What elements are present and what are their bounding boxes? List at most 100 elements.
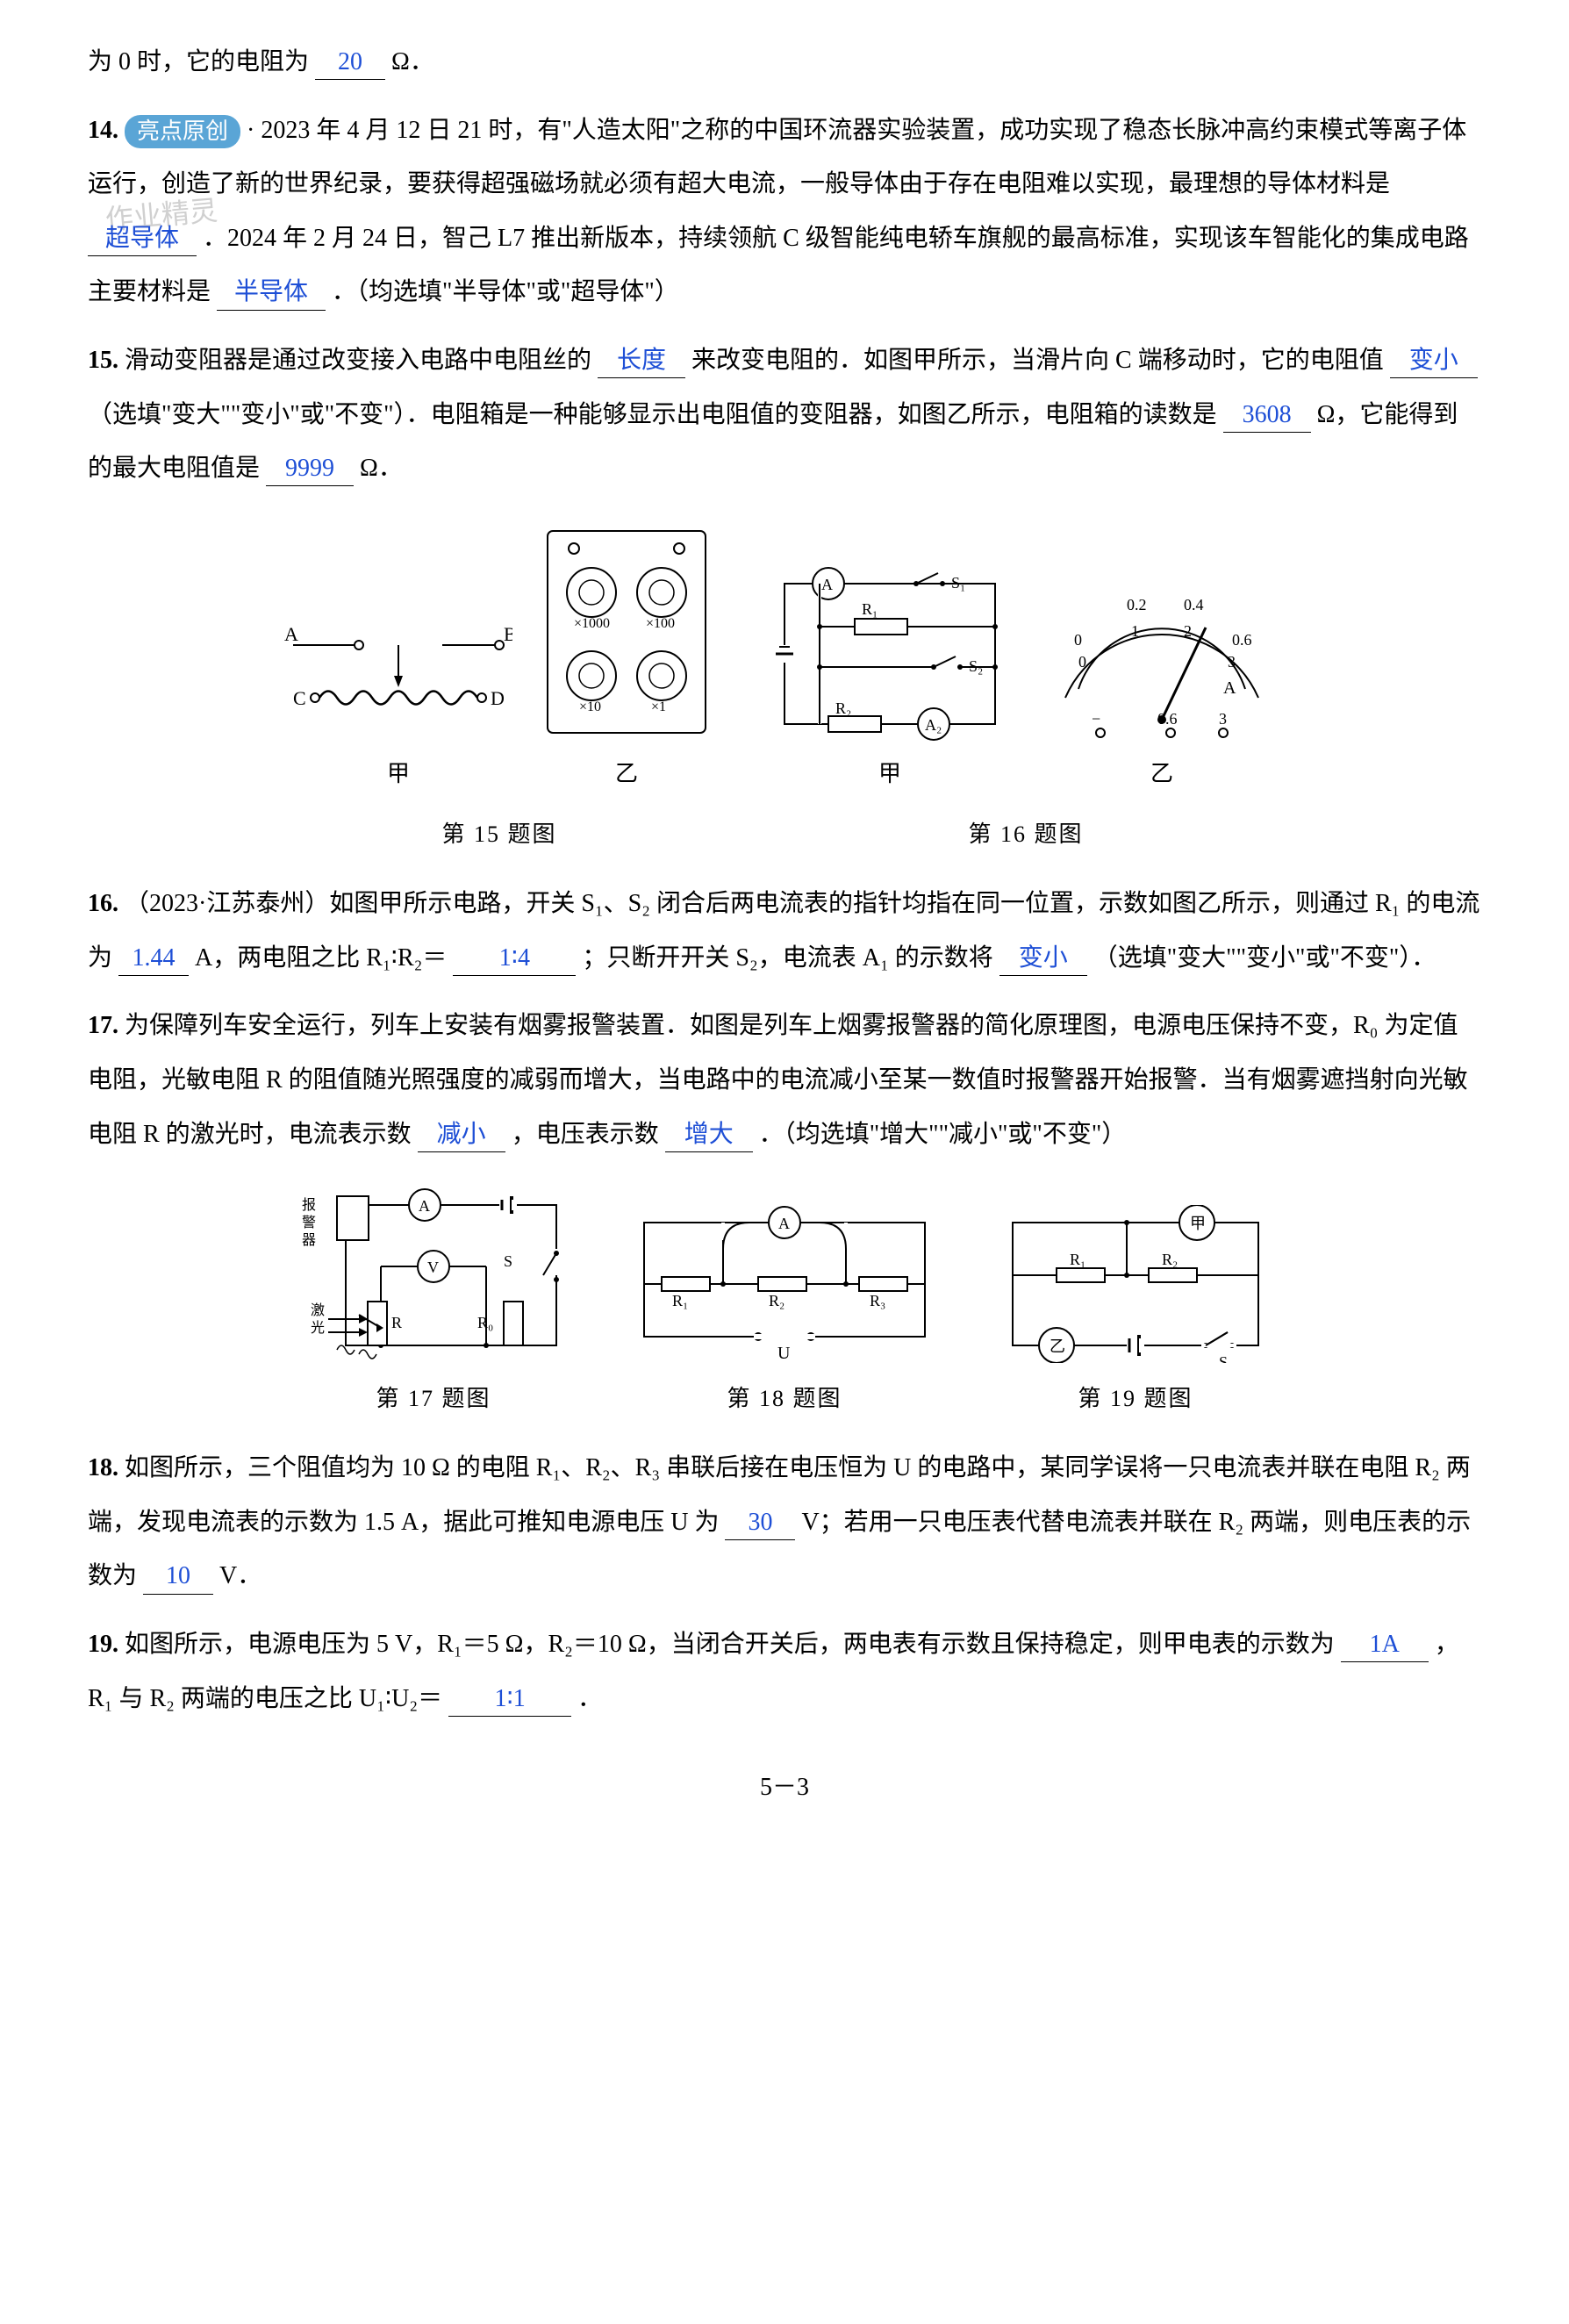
fig15-sub1: 甲 bbox=[284, 749, 512, 799]
fig15-sub2: 乙 bbox=[539, 749, 714, 799]
svg-text:×100: ×100 bbox=[646, 616, 675, 631]
q16-ans1: 1.44 bbox=[118, 941, 189, 976]
fig15-yi: ×1000 ×100 ×10 ×1 bbox=[539, 522, 714, 799]
fig16-jia: A S₁ R₁ bbox=[767, 566, 1013, 799]
fig18-caption: 第 18 题图 bbox=[627, 1374, 942, 1424]
svg-text:0: 0 bbox=[1074, 631, 1082, 649]
svg-text:0.6: 0.6 bbox=[1157, 710, 1178, 728]
fig16-sub1: 甲 bbox=[767, 749, 1013, 799]
fig16-yi: 0 0.2 0.4 0.6 0 1 2 3 A − bbox=[1039, 566, 1285, 799]
q14: 14. 亮点原创 · 2023 年 4 月 12 日 21 时，有"人造太阳"之… bbox=[88, 104, 1481, 319]
q19-text3: ． bbox=[577, 1685, 602, 1712]
q18-ans1: 30 bbox=[725, 1505, 795, 1540]
q14-ans2: 半导体 bbox=[217, 275, 326, 310]
svg-text:甲: 甲 bbox=[1190, 1215, 1206, 1232]
svg-text:×1000: ×1000 bbox=[574, 616, 610, 631]
svg-text:R₂: R₂ bbox=[1162, 1251, 1178, 1268]
svg-text:R₁: R₁ bbox=[1070, 1251, 1085, 1268]
q17: 17. 为保障列车安全运行，列车上安装有烟雾报警装置．如图是列车上烟雾报警器的简… bbox=[88, 999, 1481, 1161]
svg-text:R: R bbox=[391, 1314, 402, 1331]
fig18-svg: A R₁ R₂ R₃ U bbox=[627, 1205, 942, 1363]
svg-text:S: S bbox=[1219, 1353, 1228, 1363]
fig15-jia: A B C D 甲 bbox=[284, 610, 512, 799]
svg-text:A: A bbox=[821, 576, 833, 593]
dial-2: ×100 bbox=[637, 568, 686, 631]
label-C: C bbox=[293, 687, 306, 709]
q16-ans2: 1∶4 bbox=[453, 941, 576, 976]
q19-ans1: 1A bbox=[1341, 1627, 1429, 1662]
resistorbox-svg: ×1000 ×100 ×10 ×1 bbox=[539, 522, 714, 742]
fig16-group: A S₁ R₁ bbox=[767, 566, 1285, 859]
q15-num: 15. bbox=[88, 347, 118, 374]
q18-num: 18. bbox=[88, 1454, 118, 1481]
fig18-group: A R₁ R₂ R₃ U 第 18 题图 bbox=[627, 1205, 942, 1424]
figures-row-1: 作业精灵 A B C D bbox=[88, 522, 1481, 859]
label-B: B bbox=[504, 623, 512, 645]
q15-text1: 滑动变阻器是通过改变接入电路中电阻丝的 bbox=[125, 347, 591, 374]
q14-ans1: 超导体 bbox=[88, 221, 197, 256]
fig19-svg: 甲 R₁ R₂ 乙 S bbox=[995, 1205, 1276, 1363]
q13-prefix: 为 0 时，它的电阻为 bbox=[88, 48, 309, 75]
fig19-group: 甲 R₁ R₂ 乙 S bbox=[995, 1205, 1276, 1424]
svg-text:A: A bbox=[1223, 678, 1236, 698]
q17-text2: ，电压表示数 bbox=[512, 1121, 659, 1148]
svg-text:R₀: R₀ bbox=[477, 1314, 493, 1331]
svg-text:R₂: R₂ bbox=[769, 1292, 784, 1309]
q15: 15. 滑动变阻器是通过改变接入电路中电阻丝的 长度 来改变电阻的．如图甲所示，… bbox=[88, 334, 1481, 496]
svg-text:A₂: A₂ bbox=[925, 716, 942, 734]
svg-text:S₁: S₁ bbox=[951, 574, 965, 592]
q18-ans2: 10 bbox=[143, 1559, 213, 1594]
rheostat-svg: A B C D bbox=[284, 610, 512, 742]
svg-text:U: U bbox=[777, 1344, 791, 1363]
fig16-caption: 第 16 题图 bbox=[767, 809, 1285, 859]
svg-text:R₂: R₂ bbox=[835, 699, 851, 717]
q13-answer: 20 bbox=[315, 45, 385, 80]
fig15-group: A B C D 甲 bbox=[284, 522, 714, 859]
q14-text1: · 2023 年 4 月 12 日 21 时，有"人造太阳"之称的中国环流器实验… bbox=[88, 117, 1466, 198]
svg-text:0.2: 0.2 bbox=[1127, 596, 1147, 613]
svg-text:×10: ×10 bbox=[579, 699, 601, 714]
svg-text:V: V bbox=[427, 1259, 439, 1276]
q19-num: 19. bbox=[88, 1631, 118, 1658]
svg-text:3: 3 bbox=[1228, 653, 1236, 671]
q15-ans2: 变小 bbox=[1390, 343, 1478, 378]
q14-badge: 亮点原创 bbox=[125, 115, 240, 148]
label-D: D bbox=[491, 687, 505, 709]
circuit-16a-svg: A S₁ R₁ bbox=[767, 566, 1013, 742]
q15-text2: 来改变电阻的．如图甲所示，当滑片向 C 端移动时，它的电阻值 bbox=[691, 347, 1384, 374]
svg-text:R₁: R₁ bbox=[672, 1292, 688, 1309]
svg-text:器: 器 bbox=[302, 1232, 316, 1248]
fig17-group: 报 警 器 A V S bbox=[293, 1187, 574, 1424]
svg-text:激: 激 bbox=[311, 1302, 325, 1318]
label-A: A bbox=[284, 623, 298, 645]
q16-num: 16. bbox=[88, 890, 118, 917]
q17-text3: ．（均选填"增大""减小"或"不变"） bbox=[759, 1121, 1127, 1148]
q17-num: 17. bbox=[88, 1012, 118, 1039]
dial-3: ×10 bbox=[567, 651, 616, 714]
q19: 19. 如图所示，电源电压为 5 V，R₁＝5 Ω，R₂＝10 Ω，当闭合开关后… bbox=[88, 1617, 1481, 1725]
svg-text:光: 光 bbox=[311, 1320, 325, 1336]
fig15-caption: 第 15 题图 bbox=[284, 809, 714, 859]
svg-text:乙: 乙 bbox=[1050, 1338, 1065, 1355]
q16: 16. （2023·江苏泰州）如图甲所示电路，开关 S₁、S₂ 闭合后两电流表的… bbox=[88, 877, 1481, 985]
page-number: 5－3 bbox=[88, 1761, 1481, 1815]
q13-tail: 为 0 时，它的电阻为 20 Ω． bbox=[88, 35, 1481, 90]
svg-text:A: A bbox=[778, 1215, 790, 1232]
q13-suffix: Ω． bbox=[391, 48, 434, 75]
dial-4: ×1 bbox=[637, 651, 686, 714]
svg-text:警: 警 bbox=[302, 1215, 316, 1230]
q17-ans1: 减小 bbox=[418, 1117, 505, 1152]
fig19-caption: 第 19 题图 bbox=[995, 1374, 1276, 1424]
q18: 18. 如图所示，三个阻值均为 10 Ω 的电阻 R₁、R₂、R₃ 串联后接在电… bbox=[88, 1441, 1481, 1603]
q15-ans4: 9999 bbox=[266, 451, 354, 486]
svg-text:S: S bbox=[504, 1252, 512, 1270]
q14-text3: ．（均选填"半导体"或"超导体"） bbox=[332, 278, 679, 305]
svg-text:A: A bbox=[419, 1197, 430, 1215]
svg-text:2: 2 bbox=[1184, 622, 1192, 640]
svg-text:−: − bbox=[1092, 710, 1100, 728]
q15-text3: （选填"变大""变小"或"不变"）．电阻箱是一种能够显示出电阻值的变阻器，如图乙… bbox=[88, 401, 1217, 428]
q19-text1: 如图所示，电源电压为 5 V，R₁＝5 Ω，R₂＝10 Ω，当闭合开关后，两电表… bbox=[125, 1631, 1335, 1658]
svg-text:0.6: 0.6 bbox=[1232, 631, 1252, 649]
q17-ans2: 增大 bbox=[665, 1117, 753, 1152]
svg-text:×1: ×1 bbox=[651, 699, 666, 714]
